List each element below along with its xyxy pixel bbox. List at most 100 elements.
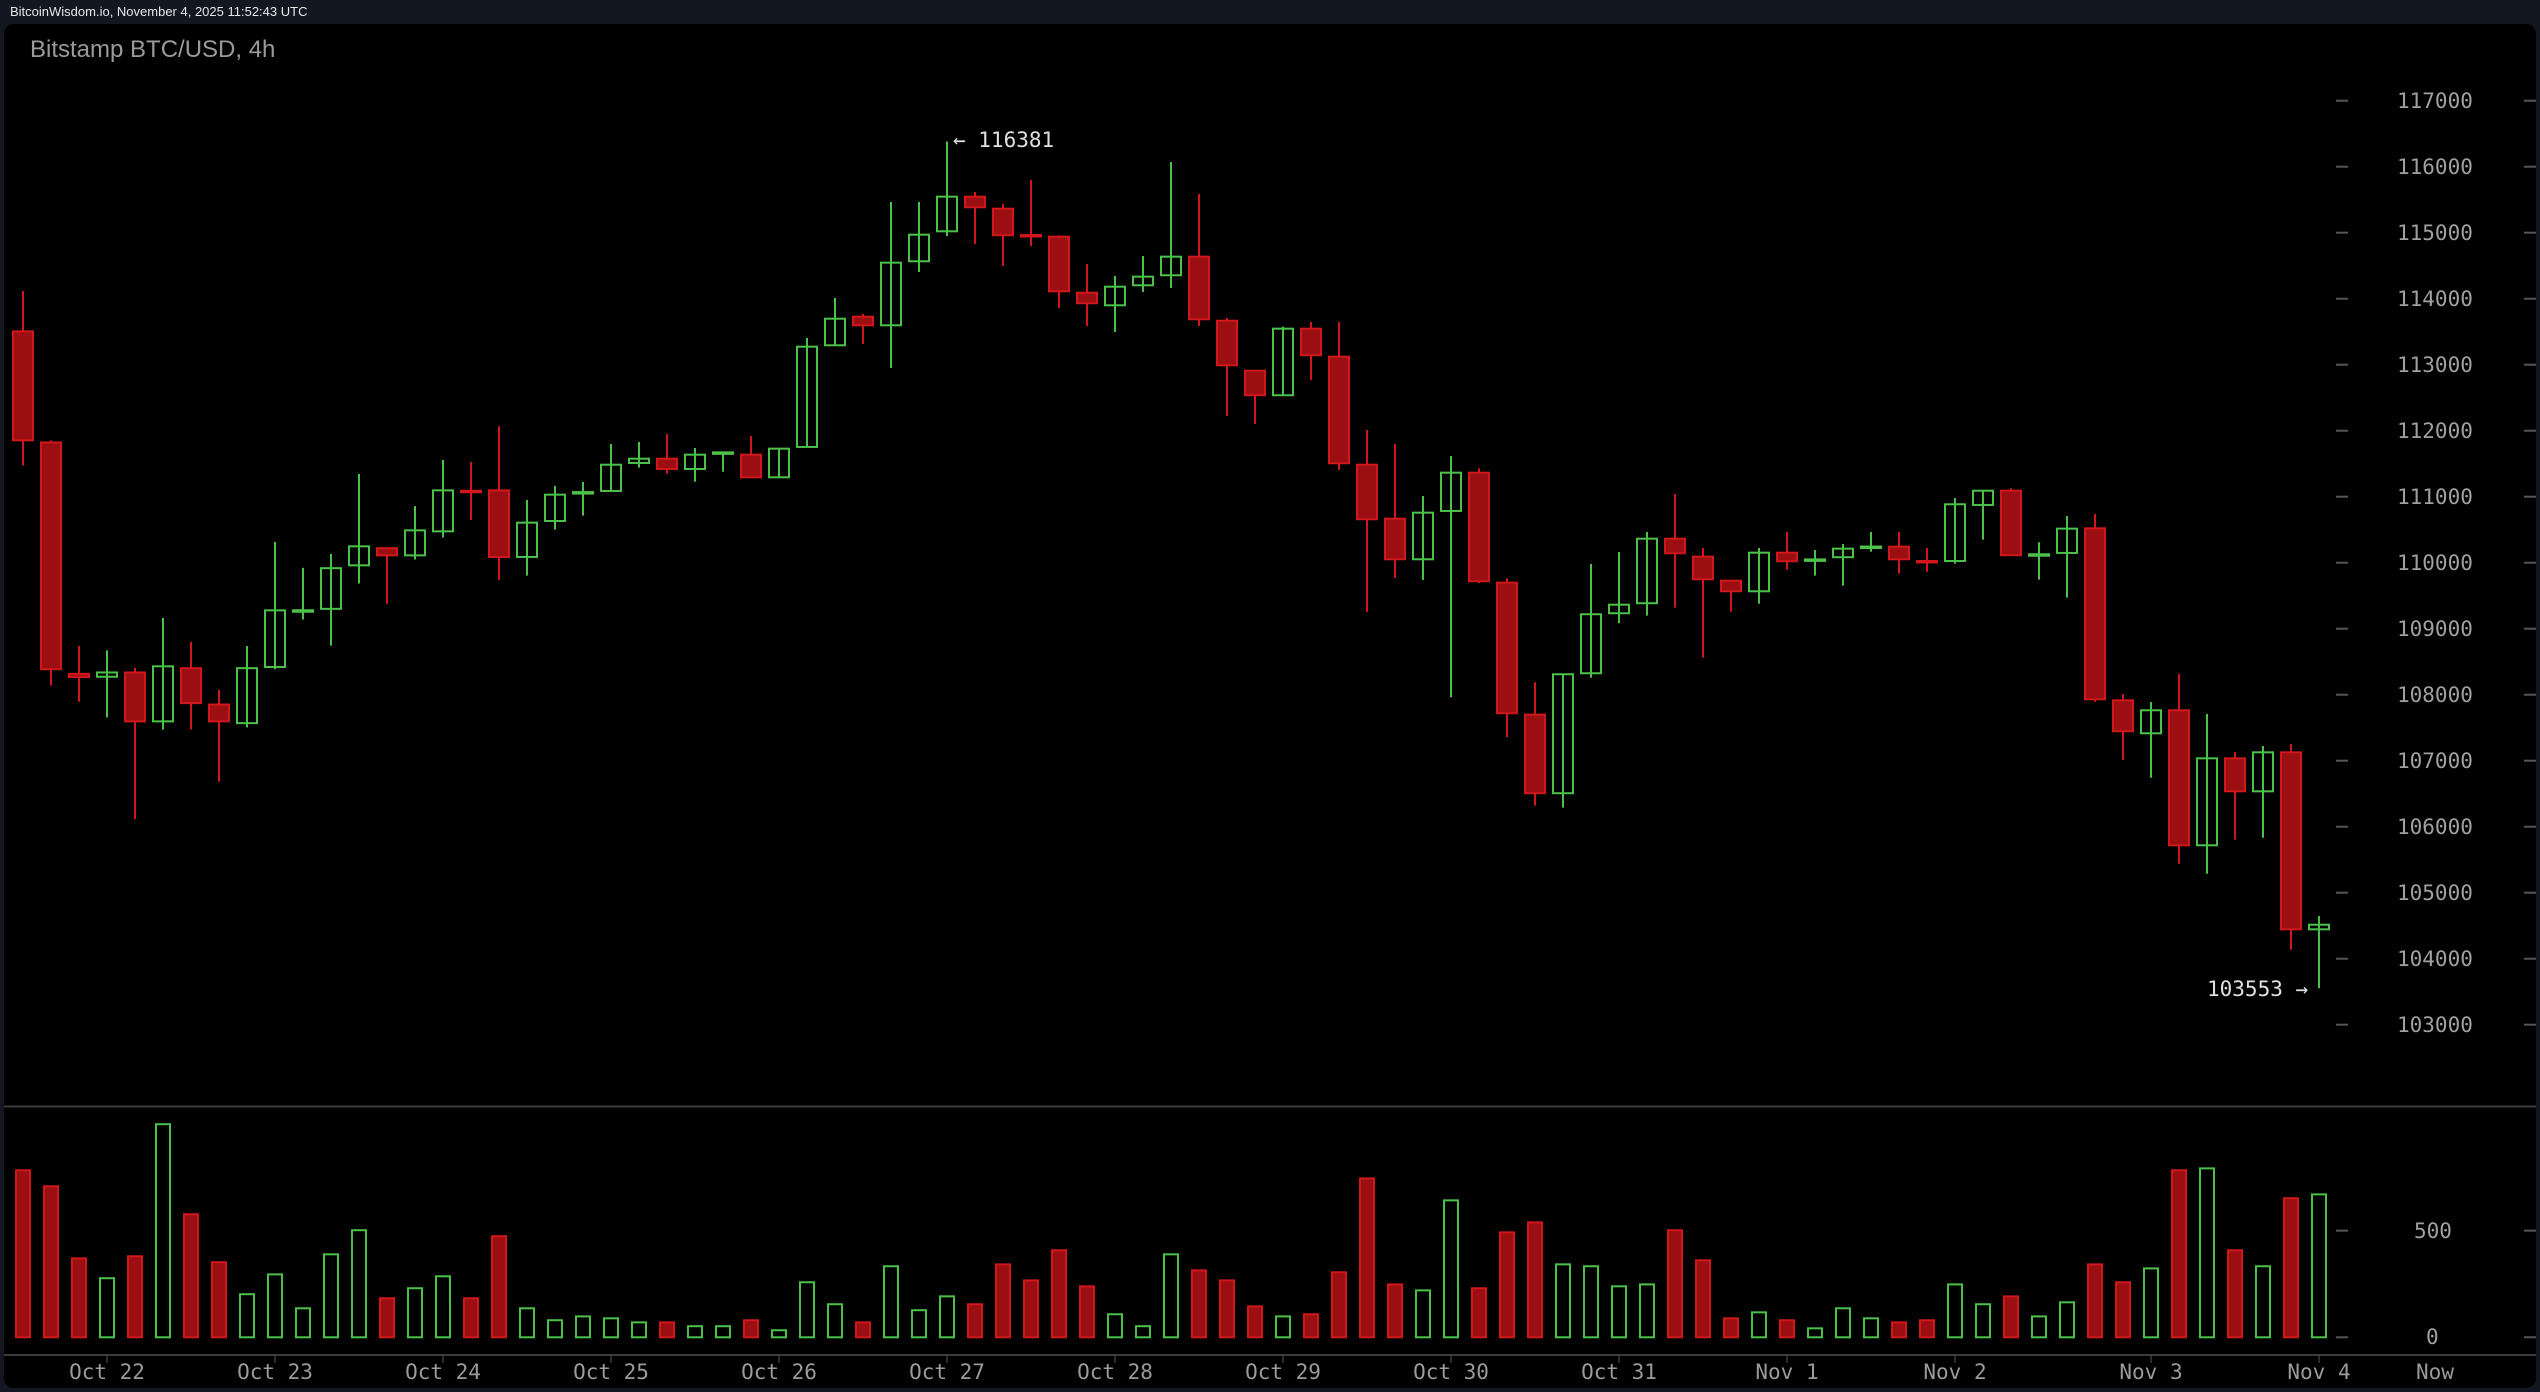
candle-up	[1552, 673, 1574, 795]
volume-bar-down	[1023, 1279, 1039, 1339]
price-axis-label: 107000	[2397, 748, 2473, 773]
volume-bar-up	[1611, 1285, 1627, 1339]
volume-bar-up	[1639, 1283, 1655, 1339]
price-axis-label: 114000	[2397, 286, 2473, 311]
volume-bar-down	[183, 1213, 199, 1339]
volume-bar-up	[547, 1319, 563, 1339]
volume-bar-down	[1303, 1313, 1319, 1339]
candle-up	[152, 665, 174, 723]
price-axis-label: 116000	[2397, 154, 2473, 179]
volume-bar-down	[1471, 1287, 1487, 1339]
volume-bar-up	[575, 1315, 591, 1339]
volume-bar-down	[2171, 1169, 2187, 1339]
candle-up	[96, 671, 118, 678]
chart-panel[interactable]: Bitstamp BTC/USD, 4h 117000 116000 115000 1…	[4, 24, 2536, 1388]
price-axis-label: 112000	[2397, 418, 2473, 443]
volume-bar-up	[1975, 1303, 1991, 1339]
candle-up	[1132, 275, 1154, 287]
volume-bar-up	[603, 1317, 619, 1339]
candle-up	[628, 457, 650, 464]
candlestick-chart[interactable]	[4, 24, 2536, 1388]
volume-bar-up	[715, 1325, 731, 1339]
volume-bar-up	[2143, 1267, 2159, 1339]
candle-up	[2252, 751, 2274, 793]
volume-bar-down	[1779, 1319, 1795, 1339]
candle-up	[2196, 757, 2218, 847]
candle-down	[1916, 559, 1938, 564]
volume-bar-up	[1107, 1313, 1123, 1339]
volume-bar-up	[99, 1277, 115, 1339]
volume-bar-down	[1527, 1221, 1543, 1339]
candle-down	[1216, 319, 1238, 367]
candle-up	[1272, 327, 1294, 397]
volume-bar-up	[771, 1329, 787, 1339]
candle-down	[1384, 517, 1406, 561]
price-axis-label: 111000	[2397, 484, 2473, 509]
time-axis-label: Oct 29	[1245, 1360, 1321, 1384]
volume-bar-down	[71, 1257, 87, 1339]
candle-down	[1524, 713, 1546, 795]
candle-down	[180, 667, 202, 705]
candle-down	[1300, 327, 1322, 357]
volume-bar-down	[659, 1321, 675, 1339]
volume-bar-down	[1359, 1177, 1375, 1339]
candle-down	[488, 489, 510, 559]
candle-down	[1664, 537, 1686, 555]
candle-down	[1188, 255, 1210, 321]
price-axis-label: 106000	[2397, 814, 2473, 839]
candle-down	[1720, 579, 1742, 593]
volume-bar-up	[2255, 1265, 2271, 1339]
volume-bar-up	[1163, 1253, 1179, 1339]
candle-down	[1776, 551, 1798, 563]
price-axis-label: 115000	[2397, 220, 2473, 245]
volume-bar-down	[211, 1261, 227, 1339]
candle-down	[656, 457, 678, 470]
candle-up	[516, 521, 538, 558]
volume-bar-down	[1331, 1271, 1347, 1339]
volume-bar-up	[1583, 1265, 1599, 1339]
volume-bar-up	[351, 1229, 367, 1339]
candle-down	[12, 330, 34, 442]
volume-bar-down	[463, 1297, 479, 1339]
volume-bar-down	[743, 1319, 759, 1339]
volume-bar-up	[1415, 1289, 1431, 1339]
time-axis-label: Oct 22	[69, 1360, 145, 1384]
volume-bar-up	[883, 1265, 899, 1339]
volume-bar-up	[827, 1303, 843, 1339]
candle-down	[68, 672, 90, 679]
low-price-annotation: 103553 →	[2207, 977, 2309, 1002]
candle-up	[1804, 558, 1826, 562]
volume-bar-up	[1947, 1283, 1963, 1339]
high-price-annotation: ← 116381	[953, 127, 1055, 152]
volume-bar-up	[911, 1309, 927, 1339]
candle-up	[292, 609, 314, 613]
price-axis-label: 109000	[2397, 616, 2473, 641]
candle-down	[992, 207, 1014, 237]
candle-down	[1468, 471, 1490, 583]
candle-down	[1692, 555, 1714, 581]
volume-bar-down	[379, 1297, 395, 1339]
volume-bar-down	[2003, 1295, 2019, 1339]
volume-bar-down	[1499, 1231, 1515, 1339]
volume-bar-up	[687, 1325, 703, 1339]
time-axis-label: Now	[2416, 1360, 2454, 1384]
candle-up	[1160, 255, 1182, 277]
candle-down	[852, 315, 874, 327]
price-axis-label: 113000	[2397, 352, 2473, 377]
candle-up	[768, 447, 790, 479]
volume-bar-up	[799, 1281, 815, 1339]
candle-up	[1636, 537, 1658, 605]
price-axis-label: 117000	[2397, 88, 2473, 113]
source-timestamp: BitcoinWisdom.io, November 4, 2025 11:52…	[10, 4, 308, 19]
candle-down	[964, 195, 986, 209]
volume-bar-up	[2311, 1193, 2327, 1339]
volume-bar-down	[1079, 1285, 1095, 1339]
volume-bar-down	[967, 1303, 983, 1339]
time-axis-label: Oct 31	[1581, 1360, 1657, 1384]
candle-down	[1356, 463, 1378, 521]
candle-down	[740, 453, 762, 479]
candle-up	[684, 453, 706, 470]
candle-down	[2280, 751, 2302, 931]
title-bar: BitcoinWisdom.io, November 4, 2025 11:52…	[0, 0, 2540, 24]
candle-up	[1944, 503, 1966, 562]
